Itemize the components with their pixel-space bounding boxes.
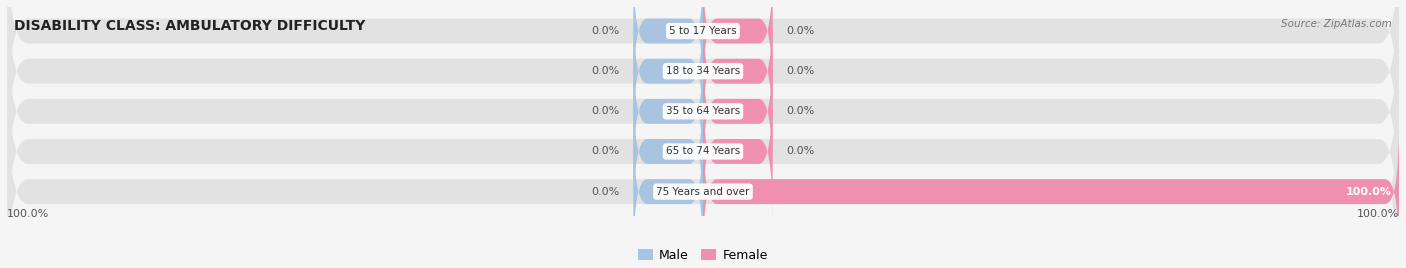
Text: 5 to 17 Years: 5 to 17 Years (669, 26, 737, 36)
FancyBboxPatch shape (633, 124, 703, 259)
Text: 0.0%: 0.0% (592, 106, 620, 116)
Text: 75 Years and over: 75 Years and over (657, 187, 749, 197)
Text: 0.0%: 0.0% (786, 106, 814, 116)
Text: 65 to 74 Years: 65 to 74 Years (666, 147, 740, 157)
Text: 0.0%: 0.0% (592, 26, 620, 36)
Text: DISABILITY CLASS: AMBULATORY DIFFICULTY: DISABILITY CLASS: AMBULATORY DIFFICULTY (14, 19, 366, 33)
FancyBboxPatch shape (7, 0, 1399, 139)
FancyBboxPatch shape (7, 43, 1399, 259)
Text: Source: ZipAtlas.com: Source: ZipAtlas.com (1281, 19, 1392, 29)
Text: 100.0%: 100.0% (7, 209, 49, 219)
FancyBboxPatch shape (633, 0, 703, 99)
Text: 0.0%: 0.0% (786, 26, 814, 36)
Text: 0.0%: 0.0% (592, 187, 620, 197)
FancyBboxPatch shape (7, 0, 1399, 179)
FancyBboxPatch shape (633, 43, 703, 179)
FancyBboxPatch shape (633, 3, 703, 139)
Text: 0.0%: 0.0% (592, 147, 620, 157)
Text: 100.0%: 100.0% (1346, 187, 1392, 197)
Text: 18 to 34 Years: 18 to 34 Years (666, 66, 740, 76)
Text: 0.0%: 0.0% (786, 147, 814, 157)
FancyBboxPatch shape (633, 84, 703, 219)
Text: 0.0%: 0.0% (786, 66, 814, 76)
FancyBboxPatch shape (7, 84, 1399, 268)
FancyBboxPatch shape (7, 3, 1399, 219)
Text: 0.0%: 0.0% (592, 66, 620, 76)
Text: 100.0%: 100.0% (1357, 209, 1399, 219)
Text: 35 to 64 Years: 35 to 64 Years (666, 106, 740, 116)
FancyBboxPatch shape (703, 43, 773, 179)
FancyBboxPatch shape (703, 84, 773, 219)
FancyBboxPatch shape (703, 124, 1399, 259)
FancyBboxPatch shape (703, 0, 773, 99)
FancyBboxPatch shape (703, 3, 773, 139)
Legend: Male, Female: Male, Female (638, 249, 768, 262)
